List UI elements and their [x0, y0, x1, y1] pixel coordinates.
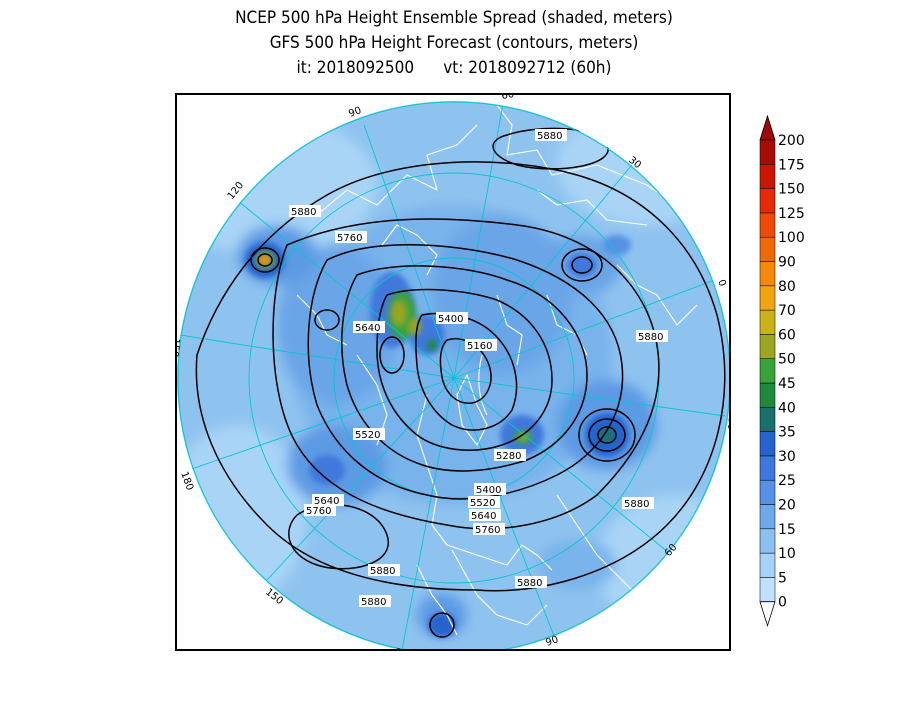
svg-text:5880: 5880 — [638, 332, 663, 343]
colorbar-swatch — [759, 552, 776, 578]
height-contours — [195, 127, 726, 638]
colorbar-swatch — [759, 309, 776, 335]
lon-label: 60 — [501, 95, 515, 102]
colorbar-swatch — [759, 504, 776, 530]
svg-text:5880: 5880 — [291, 207, 316, 218]
svg-text:5760: 5760 — [475, 525, 500, 536]
colorbar-swatch — [759, 285, 776, 311]
colorbar-label: 175 — [778, 157, 805, 173]
lon-label: 90 — [544, 634, 560, 649]
colorbar-label: 0 — [778, 595, 787, 611]
colorbar-swatch — [759, 139, 776, 165]
contour-label: 5760 — [335, 231, 367, 244]
colorbar-top-arrow — [759, 115, 776, 141]
title-line-1: NCEP 500 hPa Height Ensemble Spread (sha… — [235, 8, 673, 28]
svg-text:5880: 5880 — [517, 578, 542, 589]
svg-text:5880: 5880 — [624, 499, 649, 510]
colorbar-label: 125 — [778, 206, 805, 222]
colorbar-label: 5 — [778, 570, 787, 586]
title-line-3: it: 2018092500 vt: 2018092712 (60h) — [296, 58, 612, 78]
map-disc-edge — [177, 101, 729, 649]
title-line-2: GFS 500 hPa Height Forecast (contours, m… — [269, 33, 639, 53]
contour-label: 5880 — [359, 595, 391, 608]
svg-text:5160: 5160 — [467, 341, 492, 352]
contour-label: 5760 — [473, 523, 505, 536]
svg-text:5760: 5760 — [306, 506, 331, 517]
colorbar-label: 50 — [778, 352, 796, 368]
colorbar-label: 200 — [778, 133, 805, 149]
contour-label: 5640 — [469, 509, 501, 522]
map-frame: 5880 5880 5760 5640 5400 5160 5880 5520 … — [175, 93, 731, 651]
colorbar-label: 60 — [778, 327, 796, 343]
colorbar-label: 40 — [778, 400, 796, 416]
colorbar-swatch — [759, 212, 776, 238]
lon-label: 120 — [394, 647, 415, 649]
lon-label: 150 — [177, 338, 181, 358]
svg-text:5640: 5640 — [471, 511, 496, 522]
contour-label: 5880 — [622, 497, 654, 510]
colorbar-label: 100 — [778, 230, 805, 246]
colorbar-swatch — [759, 261, 776, 287]
svg-text:5880: 5880 — [537, 131, 562, 142]
colorbar-label: 45 — [778, 376, 796, 392]
svg-text:5880: 5880 — [361, 597, 386, 608]
contour-label: 5880 — [368, 564, 400, 577]
contour-label: 5880 — [515, 576, 547, 589]
colorbar-label: 25 — [778, 473, 796, 489]
contour-label: 5880 — [636, 330, 668, 343]
svg-text:5760: 5760 — [337, 233, 362, 244]
svg-text:5400: 5400 — [438, 314, 463, 325]
contour-label: 5760 — [304, 504, 336, 517]
colorbar-label: 90 — [778, 255, 796, 271]
contour-labels: 5880 5880 5760 5640 5400 5160 5880 5520 … — [289, 129, 668, 608]
colorbar-label: 10 — [778, 546, 796, 562]
colorbar-swatch — [759, 577, 776, 602]
colorbar-label: 20 — [778, 498, 796, 514]
colorbar-swatch — [759, 431, 776, 457]
contour-label: 5640 — [353, 321, 385, 334]
colorbar-label: 150 — [778, 182, 805, 198]
svg-text:5520: 5520 — [470, 498, 495, 509]
contour-label: 5520 — [468, 496, 500, 509]
colorbar-label: 70 — [778, 303, 796, 319]
contour-label: 5280 — [494, 449, 526, 462]
svg-text:5400: 5400 — [476, 485, 501, 496]
colorbar-swatch — [759, 479, 776, 505]
contour-label: 5400 — [474, 483, 506, 496]
colorbar-swatch — [759, 382, 776, 408]
svg-text:5640: 5640 — [355, 323, 380, 334]
svg-text:5280: 5280 — [496, 451, 521, 462]
colorbar-label: 15 — [778, 522, 796, 538]
spread-shading: 5880 5880 5760 5640 5400 5160 5880 5520 … — [177, 101, 729, 649]
colorbar-label: 30 — [778, 449, 796, 465]
contour-label: 5880 — [535, 129, 567, 142]
colorbar-swatch — [759, 358, 776, 384]
colorbar-swatch — [759, 407, 776, 432]
svg-text:5880: 5880 — [370, 566, 395, 577]
lon-label: 90 — [347, 105, 363, 120]
colorbar-swatch — [759, 164, 776, 189]
svg-text:5520: 5520 — [355, 430, 380, 441]
colorbar-swatch — [759, 334, 776, 359]
colorbar-label: 80 — [778, 279, 796, 295]
spread-colorbar: 0 5 10 15 20 25 30 35 40 45 50 60 70 80 90 100 125 150 175… — [759, 115, 805, 628]
colorbar-swatch — [759, 236, 776, 262]
svg-text:5640: 5640 — [314, 496, 339, 507]
colorbar-bottom-arrow — [759, 601, 776, 628]
contour-label: 5520 — [353, 428, 385, 441]
contour-label: 5880 — [289, 205, 321, 218]
contour-label: 5160 — [465, 339, 497, 352]
colorbar-label: 35 — [778, 425, 796, 441]
lon-label: 30 — [725, 417, 729, 431]
colorbar-swatch — [759, 528, 776, 554]
lon-label: 180 — [178, 470, 195, 492]
lon-label: 0 — [715, 278, 728, 288]
contour-label: 5400 — [436, 312, 468, 325]
contour-label: 5640 — [312, 494, 344, 507]
polar-map: 5880 5880 5760 5640 5400 5160 5880 5520 … — [177, 95, 729, 649]
land-outlines — [296, 104, 698, 636]
colorbar-swatch — [759, 188, 776, 214]
colorbar-swatch — [759, 455, 776, 481]
map-title: NCEP 500 hPa Height Ensemble Spread (sha… — [0, 6, 908, 81]
